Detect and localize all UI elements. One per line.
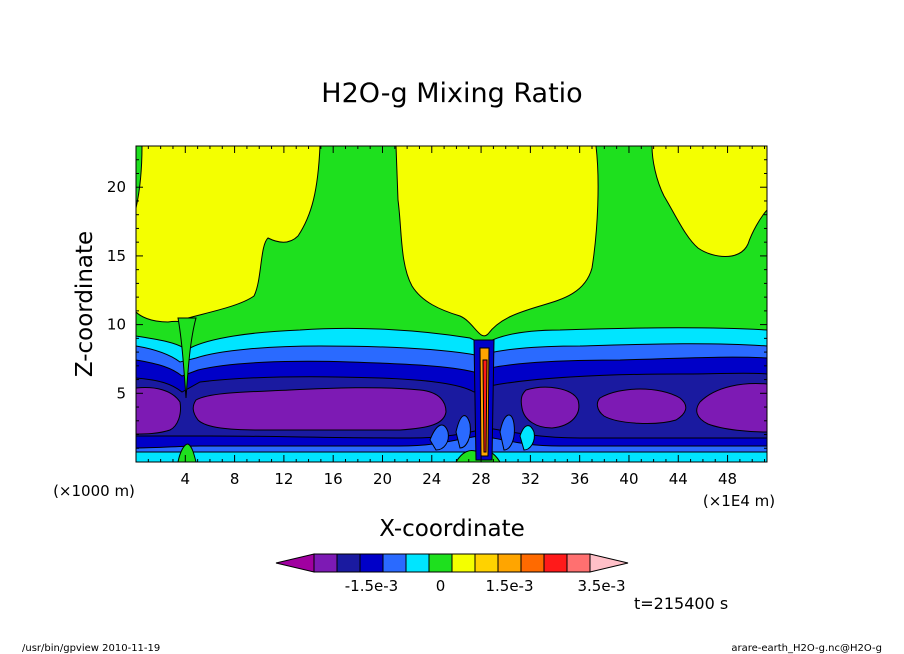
x-tick-label-7: 32: [521, 470, 540, 488]
x-tick-label-4: 20: [373, 470, 392, 488]
time-label: t=215400 s: [634, 594, 728, 613]
colorbar-swatch-11: [566, 553, 591, 573]
y-axis: 5 10 15 20: [107, 159, 767, 449]
colorbar: [275, 553, 629, 573]
x-tick-label-5: 24: [422, 470, 441, 488]
y-unit-label: (×1000 m): [53, 482, 135, 500]
colorbar-swatch-7: [474, 553, 499, 573]
contour-green-bottom-4: [177, 443, 197, 462]
contour-yellow-left: [136, 146, 321, 323]
x-tick-label-10: 44: [669, 470, 688, 488]
colorbar-swatch-10: [543, 553, 568, 573]
x-unit-label: (×1E4 m): [703, 492, 775, 510]
x-axis: 4 8 12 16 20 24 28 32 36 40 44 48: [147, 146, 766, 488]
contour-yellow-right: [651, 146, 767, 257]
colorbar-extend-high: [589, 553, 629, 573]
colorbar-swatch-1: [336, 553, 361, 573]
contour-field: [136, 146, 767, 462]
contour-wiggle-b: [455, 415, 471, 449]
contour-spike-4: [177, 317, 197, 399]
footer-right: arare-earth_H2O-g.nc@H2O-g: [731, 643, 882, 654]
contour-purple-40: [596, 388, 687, 424]
colorbar-tick-label-0: -1.5e-3: [345, 577, 398, 595]
x-tick-label-0: 4: [181, 470, 191, 488]
colorbar-tick-labels: -1.5e-3 0 1.5e-3 3.5e-3: [345, 577, 626, 595]
colorbar-extend-low: [275, 553, 315, 573]
y-tick-label-0: 5: [116, 384, 126, 402]
footer-left: /usr/bin/gpview 2010-11-19: [22, 643, 160, 654]
colorbar-swatch-5: [428, 553, 453, 573]
y-tick-label-2: 15: [107, 247, 126, 265]
x-axis-label: X-coordinate: [379, 516, 525, 542]
contour-purple-right: [696, 383, 767, 433]
colorbar-swatch-3: [382, 553, 407, 573]
contour-yellow-middle: [395, 146, 599, 337]
x-tick-label-8: 36: [570, 470, 589, 488]
y-axis-label: Z-coordinate: [72, 231, 98, 377]
contour-wiggle-d: [519, 425, 535, 451]
x-tick-label-1: 8: [230, 470, 240, 488]
colorbar-swatch-8: [497, 553, 522, 573]
contour-purple-main: [192, 387, 447, 431]
x-tick-label-6: 28: [472, 470, 491, 488]
contour-column-28-red: [482, 359, 488, 453]
colorbar-swatch-6: [451, 553, 476, 573]
contour-purple-32: [520, 386, 580, 429]
colorbar-tick-label-3: 3.5e-3: [577, 577, 625, 595]
y-tick-label-3: 20: [107, 178, 126, 196]
contour-wiggle-a: [429, 424, 449, 451]
x-tick-label-3: 16: [324, 470, 343, 488]
plot-frame: [135, 145, 768, 463]
colorbar-swatch-0: [313, 553, 338, 573]
contour-purple-left: [136, 387, 181, 435]
contour-wiggle-c: [499, 414, 515, 451]
x-tick-label-2: 12: [274, 470, 293, 488]
x-tick-label-9: 40: [619, 470, 638, 488]
colorbar-tick-label-2: 1.5e-3: [485, 577, 533, 595]
colorbar-tick-label-1: 0: [436, 577, 446, 595]
x-tick-label-11: 48: [718, 470, 737, 488]
colorbar-swatch-4: [405, 553, 430, 573]
colorbar-swatch-2: [359, 553, 384, 573]
y-tick-label-1: 10: [107, 316, 126, 334]
colorbar-swatch-9: [520, 553, 545, 573]
chart-title: H2O-g Mixing Ratio: [321, 78, 582, 109]
